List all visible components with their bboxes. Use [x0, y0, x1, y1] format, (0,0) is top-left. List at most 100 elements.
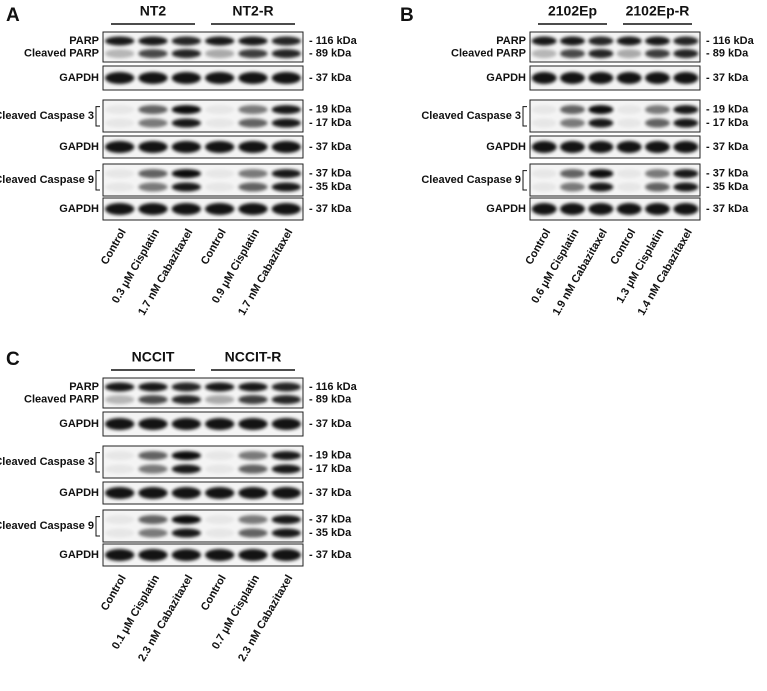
blot-frame [529, 65, 701, 91]
band [105, 36, 135, 46]
kda-marker: - 19 kDa [309, 450, 352, 462]
band [271, 451, 302, 461]
lane-label: Control [608, 227, 638, 267]
band [105, 105, 135, 115]
kda-marker: - 37 kDa [309, 168, 352, 180]
blot-frame [529, 31, 701, 63]
band [560, 118, 585, 128]
row-label: Cleaved PARP [451, 48, 526, 60]
band [238, 105, 268, 115]
kda-marker: - 17 kDa [706, 117, 749, 129]
band [171, 118, 201, 128]
band [588, 182, 614, 192]
band [238, 451, 268, 461]
blot-frame [102, 163, 304, 197]
band [560, 36, 585, 46]
band [531, 36, 557, 46]
band [238, 549, 268, 561]
band [205, 141, 235, 153]
band [271, 36, 302, 46]
band [673, 36, 699, 46]
blot-frame [529, 163, 701, 197]
band [238, 118, 268, 128]
kda-marker: - 37 kDa [706, 141, 749, 153]
row-label: GAPDH [59, 72, 99, 84]
band [238, 528, 268, 538]
band [105, 118, 135, 128]
kda-marker: - 35 kDa [309, 181, 352, 193]
band [531, 169, 557, 179]
band [205, 515, 235, 525]
band [171, 395, 201, 405]
kda-marker: - 37 kDa [309, 203, 352, 215]
band [138, 451, 168, 461]
band [171, 418, 201, 430]
band [205, 382, 235, 392]
kda-marker: - 17 kDa [309, 117, 352, 129]
blot-frame [102, 65, 304, 91]
kda-marker: - 35 kDa [309, 527, 352, 539]
band [105, 515, 135, 525]
band [205, 464, 235, 474]
band [105, 72, 135, 84]
band [171, 515, 201, 525]
band [238, 382, 268, 392]
band [616, 203, 642, 215]
lane-label: 1.9 nM Cabazitaxel [551, 227, 610, 318]
band [171, 141, 201, 153]
band [138, 182, 168, 192]
band [271, 182, 302, 192]
band [673, 169, 699, 179]
panel-letter: A [6, 5, 20, 26]
band [645, 169, 670, 179]
band [105, 487, 135, 499]
band [238, 72, 268, 84]
blot-frame [102, 509, 304, 543]
band [105, 395, 135, 405]
band [560, 182, 585, 192]
band [588, 203, 614, 215]
kda-marker: - 37 kDa [309, 72, 352, 84]
band [205, 549, 235, 561]
band [588, 36, 614, 46]
lane-label: Control [99, 573, 129, 613]
kda-marker: - 17 kDa [309, 463, 352, 475]
band [171, 72, 201, 84]
band [205, 451, 235, 461]
band [238, 487, 268, 499]
band [588, 141, 614, 153]
band [171, 105, 201, 115]
band [238, 169, 268, 179]
group-label: NCCIT [132, 349, 175, 365]
group-label: NCCIT-R [225, 349, 282, 365]
row-label: Cleaved Caspase 9 [0, 174, 94, 186]
blot-frame [102, 411, 304, 437]
row-label: PARP [496, 35, 526, 47]
band [616, 118, 642, 128]
group-label: 2102Ep [548, 3, 597, 19]
band [588, 118, 614, 128]
band [560, 105, 585, 115]
band [105, 528, 135, 538]
band [531, 203, 557, 215]
kda-marker: - 37 kDa [706, 203, 749, 215]
row-label: GAPDH [59, 549, 99, 561]
band [238, 203, 268, 215]
band [238, 464, 268, 474]
panel-letter: B [400, 5, 414, 26]
band [616, 169, 642, 179]
band [616, 72, 642, 84]
row-label: GAPDH [59, 141, 99, 153]
band [138, 203, 168, 215]
band [645, 105, 670, 115]
band [271, 395, 302, 405]
band [271, 72, 302, 84]
kda-marker: - 116 kDa [309, 35, 358, 47]
bracket [522, 170, 527, 191]
kda-marker: - 37 kDa [309, 487, 352, 499]
band [238, 395, 268, 405]
band [238, 141, 268, 153]
band [645, 141, 670, 153]
panel-letter: C [6, 349, 20, 370]
